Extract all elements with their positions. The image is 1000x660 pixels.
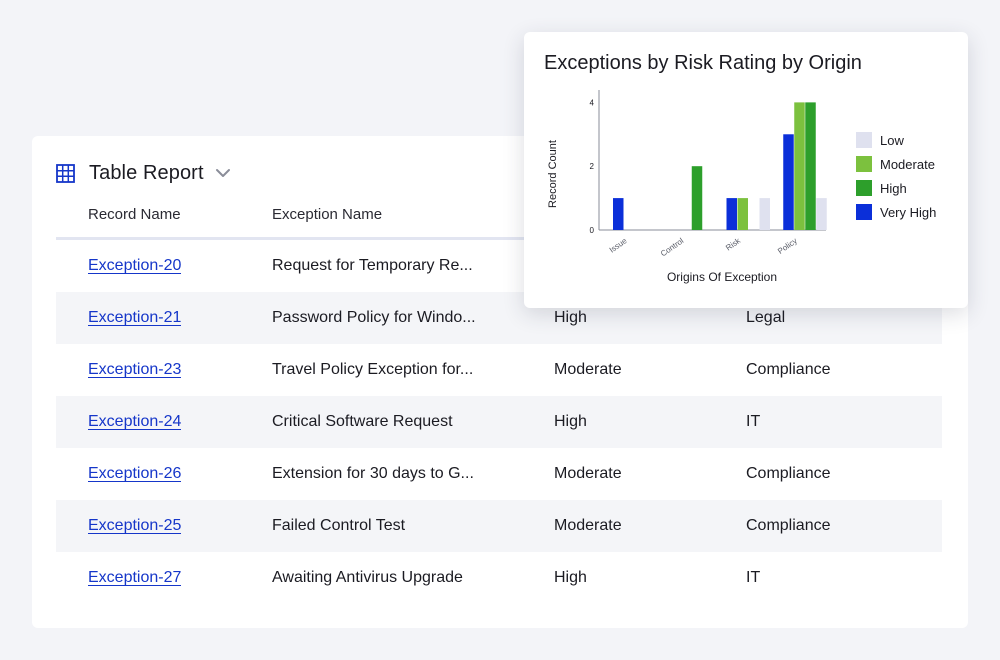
column-header-record-name[interactable]: Record Name	[88, 202, 192, 240]
legend-swatch	[856, 204, 872, 220]
record-name-cell: Exception-21	[88, 292, 181, 344]
legend-item-low[interactable]: Low	[856, 128, 936, 152]
risk-rating-cell: High	[554, 309, 587, 326]
record-link[interactable]: Exception-24	[88, 413, 182, 430]
bar-low	[816, 198, 827, 230]
bar-chart: 0 2 4 Issue Control Risk Policy Origins Of Exce…	[547, 90, 827, 284]
exception-name-cell: Password Policy for Windo...	[272, 309, 476, 326]
column-header-label: Exception Name	[272, 206, 383, 223]
report-header: Table Report	[56, 160, 232, 186]
legend-label: High	[880, 180, 907, 196]
record-name-cell: Exception-20	[88, 240, 181, 292]
legend-label: Low	[880, 132, 904, 148]
y-axis-title: Record Count	[547, 140, 559, 208]
y-tick-label: 0	[590, 226, 595, 235]
bar-very-high	[726, 198, 737, 230]
y-tick-label: 2	[590, 162, 595, 171]
exception-name-cell: Extension for 30 days to G...	[272, 465, 474, 482]
report-title: Table Report	[89, 161, 204, 184]
x-tick-label: Risk	[724, 236, 743, 253]
legend-label: Moderate	[880, 156, 935, 172]
table-header-divider	[56, 237, 944, 240]
chart-popover: Exceptions by Risk Rating by Origin 0 2 4 I…	[524, 32, 968, 308]
exception-name-cell: Travel Policy Exception for...	[272, 361, 474, 378]
record-link[interactable]: Exception-21	[88, 309, 182, 326]
record-name-cell: Exception-23	[88, 344, 181, 396]
risk-rating-cell: Moderate	[554, 361, 622, 378]
exception-name-cell: Request for Temporary Re...	[272, 257, 473, 274]
legend-item-very-high[interactable]: Very High	[856, 200, 936, 224]
table-body: Exception-20 Request for Temporary Re...…	[56, 240, 942, 604]
column-header-label: Record Name	[88, 206, 181, 223]
chevron-down-icon[interactable]	[214, 164, 232, 182]
origin-cell: IT	[746, 413, 761, 430]
table-row[interactable]: Exception-27 Awaiting Antivirus Upgrade …	[56, 552, 942, 604]
x-tick-label: Issue	[608, 236, 629, 255]
record-name-cell: Exception-26	[88, 448, 181, 500]
legend-swatch	[856, 132, 872, 148]
legend-item-moderate[interactable]: Moderate	[856, 152, 936, 176]
y-tick-label: 4	[590, 98, 595, 107]
x-tick-label: Policy	[776, 236, 799, 256]
risk-rating-cell: Moderate	[554, 517, 622, 534]
exception-name-cell: Awaiting Antivirus Upgrade	[272, 569, 463, 586]
record-name-cell: Exception-24	[88, 396, 181, 448]
origin-cell: Compliance	[746, 465, 831, 482]
table-row[interactable]: Exception-26 Extension for 30 days to G.…	[56, 448, 942, 500]
grid-table-icon	[56, 163, 75, 183]
legend-item-high[interactable]: High	[856, 176, 936, 200]
origin-cell: Compliance	[746, 517, 831, 534]
chart-legend: Low Moderate High Very High	[856, 128, 936, 224]
origin-cell: Legal	[746, 309, 786, 326]
table-row[interactable]: Exception-25 Failed Control Test Moderat…	[56, 500, 942, 552]
record-link[interactable]: Exception-23	[88, 361, 182, 378]
x-tick-label: Control	[659, 236, 685, 258]
legend-swatch	[856, 156, 872, 172]
record-name-cell: Exception-27	[88, 552, 181, 604]
record-link[interactable]: Exception-26	[88, 465, 182, 482]
origin-cell: IT	[746, 569, 761, 586]
table-row[interactable]: Exception-23 Travel Policy Exception for…	[56, 344, 942, 396]
exception-name-cell: Critical Software Request	[272, 413, 453, 430]
risk-rating-cell: High	[554, 413, 587, 430]
bar-moderate	[737, 198, 748, 230]
record-link[interactable]: Exception-27	[88, 569, 182, 586]
record-link[interactable]: Exception-20	[88, 257, 182, 274]
risk-rating-cell: Moderate	[554, 465, 622, 482]
record-name-cell: Exception-25	[88, 500, 181, 552]
origin-cell: Compliance	[746, 361, 831, 378]
table-row[interactable]: Exception-20 Request for Temporary Re...	[56, 240, 942, 292]
chart-title: Exceptions by Risk Rating by Origin	[544, 52, 862, 74]
x-axis-title: Origins Of Exception	[667, 270, 777, 284]
risk-rating-cell: High	[554, 569, 587, 586]
record-link[interactable]: Exception-25	[88, 517, 182, 534]
table-row[interactable]: Exception-21 Password Policy for Windo..…	[56, 292, 942, 344]
legend-swatch	[856, 180, 872, 196]
table-row[interactable]: Exception-24 Critical Software Request H…	[56, 396, 942, 448]
column-header-exception-name[interactable]: Exception Name	[272, 202, 398, 240]
bar-low	[759, 198, 770, 230]
bar-very-high	[783, 134, 794, 230]
exception-name-cell: Failed Control Test	[272, 517, 406, 534]
bar-high	[691, 166, 703, 230]
bar-moderate	[794, 102, 805, 230]
bar-high	[805, 102, 816, 230]
legend-label: Very High	[880, 204, 937, 220]
bar-very-high	[613, 198, 624, 230]
